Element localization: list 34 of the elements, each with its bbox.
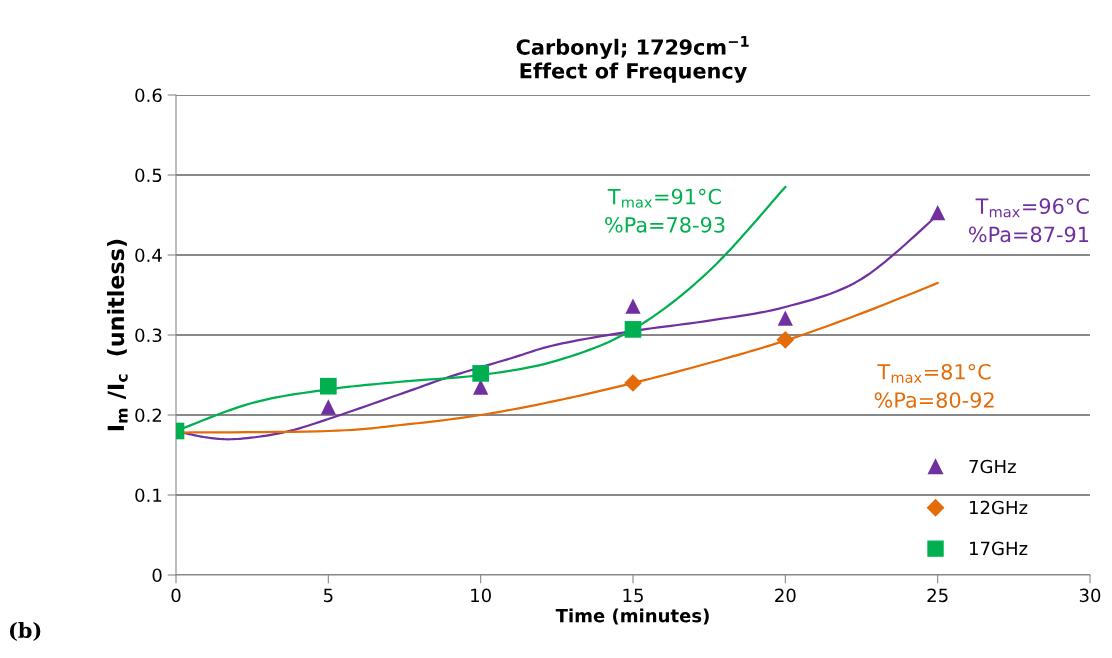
x-tick-label: 5 — [323, 588, 333, 603]
point — [472, 365, 489, 382]
point — [776, 330, 795, 349]
chart-title: Carbonyl; 1729cm$^{−1}$ Effect of Frequency — [516, 36, 749, 83]
y-tick-label: 0 — [152, 568, 162, 583]
legend-label: 7GHz — [969, 459, 1016, 474]
point — [320, 399, 336, 415]
point — [777, 310, 793, 326]
y-tick-label: 0.2 — [135, 408, 161, 423]
y-tick-label: 0.5 — [135, 168, 162, 183]
x-tick-label: 10 — [471, 588, 491, 603]
text: I$_{m}$ /I$_{c}$ (unitless) — [107, 239, 128, 431]
legend-label: 17GHz — [970, 541, 1028, 556]
point — [930, 204, 946, 221]
legend-label: 12GHz — [970, 500, 1028, 515]
x-tick-label: 25 — [927, 588, 948, 603]
x-axis-title: Time (minutes) — [555, 608, 709, 625]
annotation: T$_{max}$=96°C %Pa=87-91 — [968, 198, 1089, 243]
point — [320, 377, 337, 395]
x-tick-label: 30 — [1079, 588, 1101, 603]
y-tick-label: 0.3 — [135, 328, 162, 343]
point — [624, 374, 642, 392]
x-tick-label: 20 — [775, 588, 796, 603]
point — [473, 379, 489, 395]
point — [624, 321, 642, 338]
point — [625, 298, 641, 314]
y-tick-label: 0.1 — [135, 488, 162, 503]
x-tick-label: 0 — [171, 588, 181, 603]
y-tick-label: 0.6 — [135, 88, 162, 103]
y-tick-label: 0.4 — [135, 248, 162, 263]
text: (b) — [9, 621, 41, 641]
annotation: T$_{max}$=91°C %Pa=78-93 — [605, 188, 725, 233]
annotation: T$_{max}$=81°C %Pa=80-92 — [874, 363, 994, 408]
x-tick-label: 15 — [623, 588, 643, 603]
